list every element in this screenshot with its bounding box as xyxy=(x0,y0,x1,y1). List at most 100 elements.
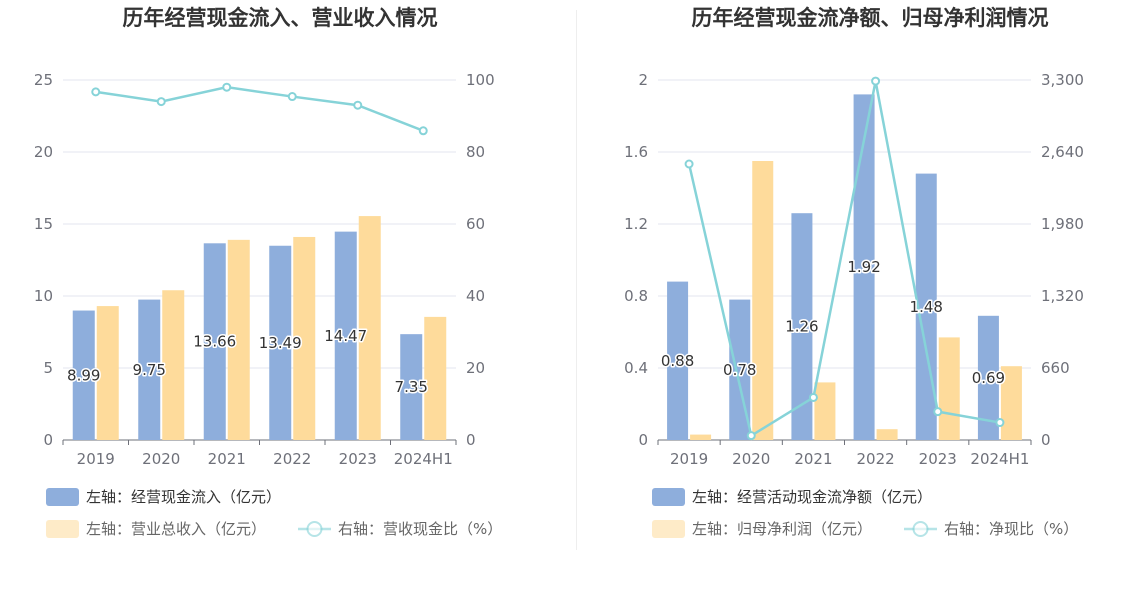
left-axis-tick-label: 20 xyxy=(34,143,53,161)
data-label-经营活动现金流净额-2021: 1.26 xyxy=(785,318,818,336)
bar-经营现金流入-2019 xyxy=(72,310,95,440)
legend-marker-营收现金比 xyxy=(306,521,323,537)
x-axis-tick-label: 2020 xyxy=(142,450,180,468)
x-axis-tick-label: 2021 xyxy=(794,450,832,468)
left-axis-tick-label: 0 xyxy=(43,431,53,449)
x-axis-tick-label: 2019 xyxy=(670,450,708,468)
right-axis-tick-label: 1,320 xyxy=(1041,287,1084,305)
legend-label-经营现金流入: 左轴：经营现金流入（亿元） xyxy=(86,488,281,506)
legend-label-营收现金比: 右轴：营收现金比（%） xyxy=(338,520,502,538)
legend-label-经营活动现金流净额: 左轴：经营活动现金流净额（亿元） xyxy=(692,488,932,506)
data-label-经营活动现金流净额-2024H1: 0.69 xyxy=(972,369,1005,387)
bar-营业总收入-2022 xyxy=(293,236,316,440)
right-axis-tick-label: 40 xyxy=(466,287,485,305)
x-axis-tick-label: 2024H1 xyxy=(970,450,1029,468)
bar-归母净利润-2022 xyxy=(876,429,898,440)
left-axis-tick-label: 1.2 xyxy=(624,215,648,233)
line-point-净现比-2022 xyxy=(871,76,881,86)
right-axis-tick-label: 0 xyxy=(1041,431,1051,449)
chart-panel-cash-inflow: 历年经营现金流入、营业收入情况 0 5 10 15 20 25 0 20 40 60 80 100 201… xyxy=(34,6,502,538)
bar-归母净利润-2024H1 xyxy=(1000,366,1022,440)
left-axis-tick-label: 1.6 xyxy=(624,143,648,161)
left-axis-tick-label: 2 xyxy=(638,71,648,89)
left-axis-tick-label: 15 xyxy=(34,215,53,233)
x-axis-tick-label: 2021 xyxy=(208,450,246,468)
right-axis-tick-label: 0 xyxy=(466,431,476,449)
x-axis-tick-label: 2023 xyxy=(919,450,957,468)
right-axis-tick-label: 660 xyxy=(1041,359,1070,377)
legend-swatch-营业总收入 xyxy=(46,520,79,538)
line-point-净现比-2021 xyxy=(808,392,818,402)
line-营收现金比 xyxy=(95,85,424,132)
chart-title: 历年经营现金流入、营业收入情况 xyxy=(123,6,438,30)
x-axis-tick-label: 2022 xyxy=(856,450,894,468)
data-label-经营活动现金流净额-2023: 1.48 xyxy=(910,298,943,316)
bar-经营活动现金流净额-2024H1 xyxy=(977,315,999,440)
line-point-营收现金比-2020 xyxy=(156,97,166,107)
bar-归母净利润-2020 xyxy=(752,161,774,440)
legend-swatch-经营现金流入 xyxy=(46,488,79,506)
line-point-营收现金比-2024H1 xyxy=(418,126,428,136)
bar-营业总收入-2021 xyxy=(227,239,250,440)
panel-divider xyxy=(576,10,577,550)
bar-经营现金流入-2021 xyxy=(203,243,226,440)
bar-经营活动现金流净额-2019 xyxy=(667,281,689,440)
legend-swatch-归母净利润 xyxy=(652,520,685,538)
data-label-经营现金流入-2020: 9.75 xyxy=(133,361,166,379)
right-axis-tick-label: 1,980 xyxy=(1041,215,1084,233)
legend-marker-净现比 xyxy=(912,521,929,537)
bar-归母净利润-2023 xyxy=(938,337,960,440)
line-point-净现比-2024H1 xyxy=(995,418,1005,428)
left-axis-tick-label: 0 xyxy=(638,431,648,449)
line-point-净现比-2023 xyxy=(933,407,943,417)
bar-归母净利润-2021 xyxy=(814,382,836,440)
right-axis-tick-label: 3,300 xyxy=(1041,71,1084,89)
data-label-经营现金流入-2023: 14.47 xyxy=(324,327,367,345)
bar-营业总收入-2020 xyxy=(162,290,185,440)
line-point-营收现金比-2022 xyxy=(287,92,297,102)
bar-营业总收入-2023 xyxy=(358,216,381,440)
legend-label-净现比: 右轴：净现比（%） xyxy=(944,520,1078,538)
line-净现比 xyxy=(687,80,1001,438)
left-axis-tick-label: 0.4 xyxy=(624,359,648,377)
x-axis-tick-label: 2019 xyxy=(77,450,115,468)
legend-swatch-经营活动现金流净额 xyxy=(652,488,685,506)
legend-label-营业总收入: 左轴：营业总收入（亿元） xyxy=(86,520,266,538)
line-point-营收现金比-2021 xyxy=(222,82,232,92)
chart-cash-inflow-revenue: 历年经营现金流入、营业收入情况 0 5 10 15 20 25 0 20 40 60 80 100 201… xyxy=(34,6,502,538)
data-label-经营现金流入-2022: 13.49 xyxy=(259,334,302,352)
data-label-经营活动现金流净额-2020: 0.78 xyxy=(723,361,756,379)
bar-经营现金流入-2023 xyxy=(334,231,357,440)
right-axis-tick-label: 80 xyxy=(466,143,485,161)
chart-panel-net-cashflow: 历年经营现金流净额、归母净利润情况 0 0.4 0.8 1.2 1.6 2 0 660 1,320… xyxy=(574,0,1148,589)
left-axis-tick-label: 25 xyxy=(34,71,53,89)
x-axis-tick-label: 2024H1 xyxy=(394,450,453,468)
chart-title: 历年经营现金流净额、归母净利润情况 xyxy=(692,6,1049,30)
x-axis-tick-label: 2020 xyxy=(732,450,770,468)
line-point-营收现金比-2023 xyxy=(353,100,363,110)
data-label-经营现金流入-2024H1: 7.35 xyxy=(395,378,428,396)
bar-经营现金流入-2024H1 xyxy=(400,334,423,440)
bar-营业总收入-2019 xyxy=(96,306,119,440)
data-label-经营现金流入-2021: 13.66 xyxy=(193,333,236,351)
right-axis-tick-label: 20 xyxy=(466,359,485,377)
left-axis-tick-label: 10 xyxy=(34,287,53,305)
line-point-净现比-2019 xyxy=(684,159,694,169)
bar-营业总收入-2024H1 xyxy=(424,316,447,440)
data-label-经营活动现金流净额-2019: 0.88 xyxy=(661,352,694,370)
legend-label-归母净利润: 左轴：归母净利润（亿元） xyxy=(692,520,872,538)
line-point-净现比-2020 xyxy=(746,431,756,441)
left-axis-tick-label: 5 xyxy=(43,359,53,377)
x-axis-tick-label: 2023 xyxy=(339,450,377,468)
data-label-经营现金流入-2019: 8.99 xyxy=(67,366,100,384)
data-label-经营活动现金流净额-2022: 1.92 xyxy=(847,258,880,276)
right-axis-tick-label: 100 xyxy=(466,71,495,89)
right-axis-tick-label: 2,640 xyxy=(1041,143,1084,161)
bar-经营活动现金流净额-2022 xyxy=(853,94,875,441)
line-point-营收现金比-2019 xyxy=(91,87,101,97)
bar-经营现金流入-2020 xyxy=(138,299,161,440)
bar-经营现金流入-2022 xyxy=(269,245,292,440)
x-axis-tick-label: 2022 xyxy=(273,450,311,468)
right-axis-tick-label: 60 xyxy=(466,215,485,233)
left-axis-tick-label: 0.8 xyxy=(624,287,648,305)
